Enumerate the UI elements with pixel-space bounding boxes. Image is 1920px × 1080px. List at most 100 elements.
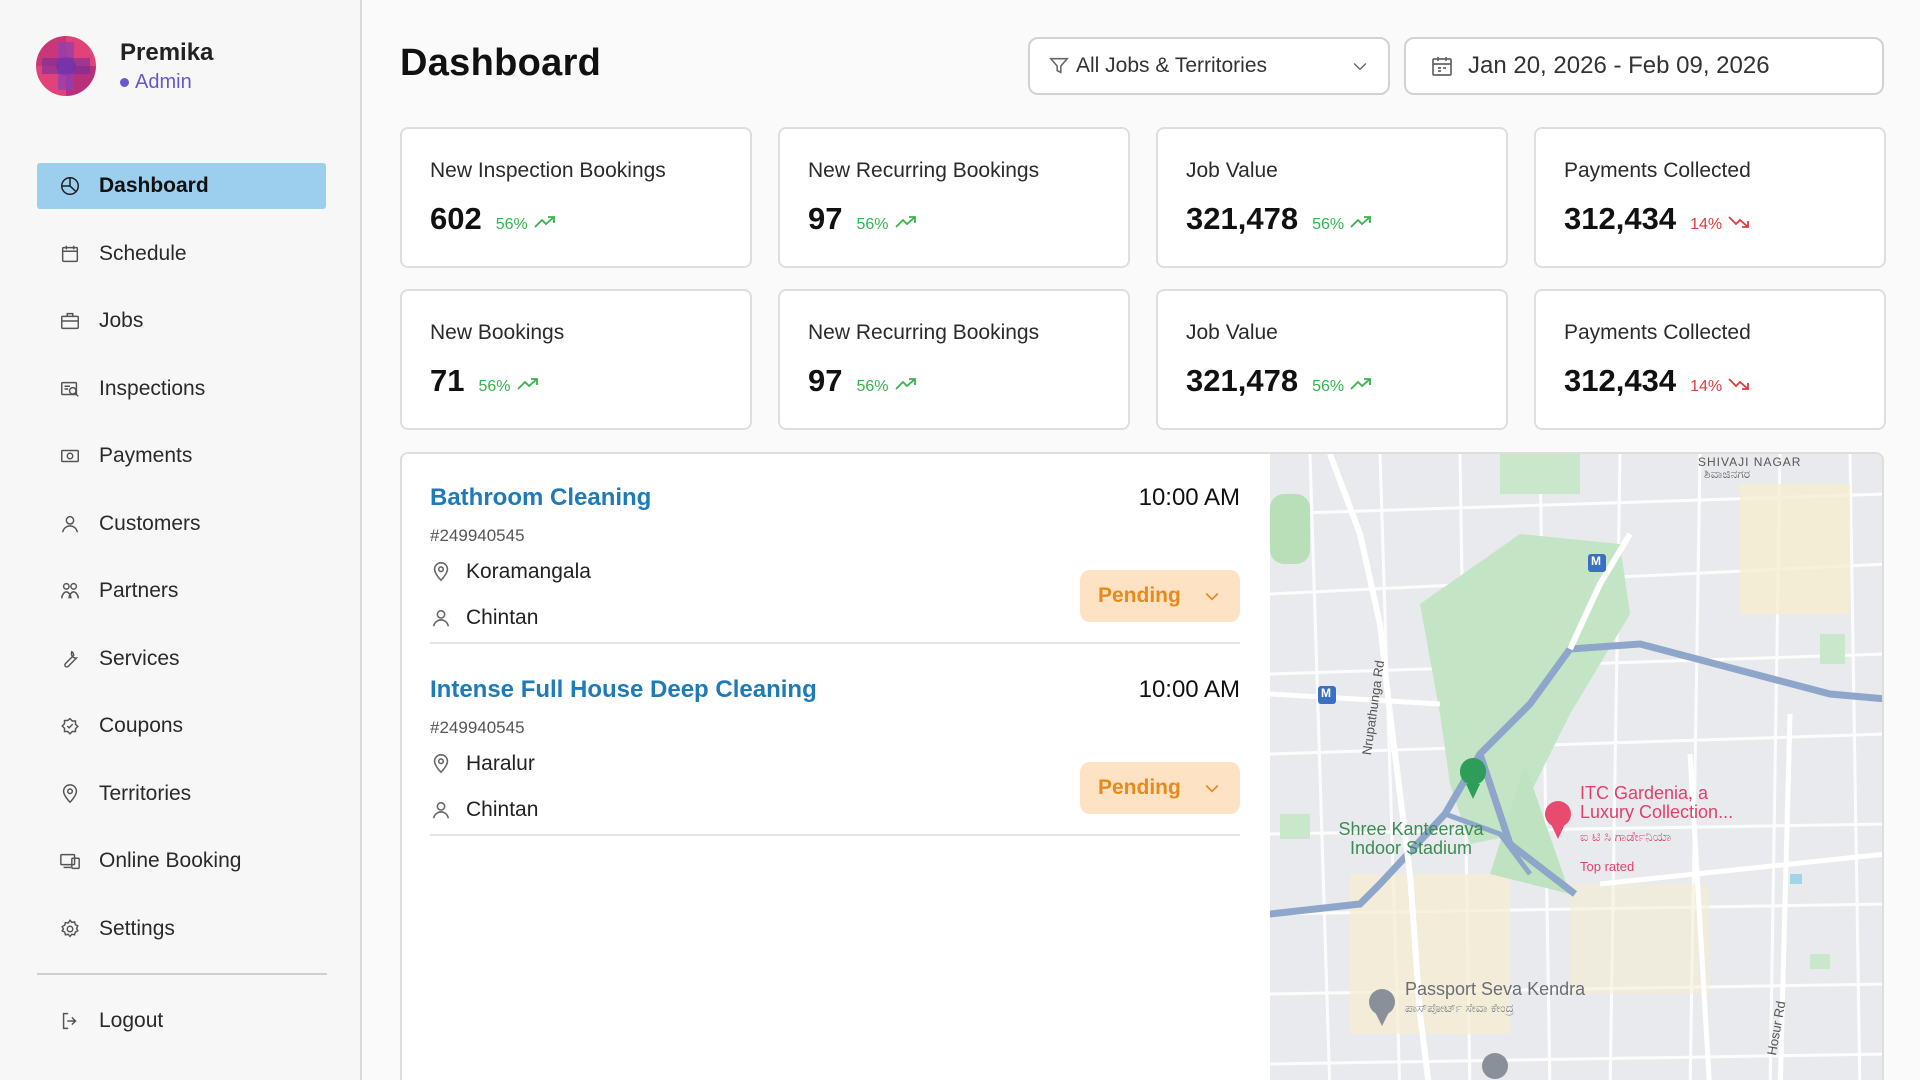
stat-label: New Inspection Bookings xyxy=(430,159,666,182)
payments-icon xyxy=(59,445,81,467)
metro-icon: M xyxy=(1321,686,1331,700)
stat-value: 71 xyxy=(430,363,465,398)
sidebar-item-label: Payments xyxy=(99,444,193,467)
stat-label: New Recurring Bookings xyxy=(808,159,1040,182)
sidebar-item-inspections[interactable]: Inspections xyxy=(37,366,326,412)
stat-label: Payments Collected xyxy=(1564,321,1751,344)
stat-change: 14% xyxy=(1690,216,1723,233)
stat-card[interactable]: Payments Collected 312,434 14% xyxy=(1534,127,1886,268)
job-location: Haralur xyxy=(430,752,535,776)
location-icon xyxy=(433,754,449,774)
sidebar-item-jobs[interactable]: Jobs xyxy=(37,298,326,344)
job-location: Koramangala xyxy=(430,560,591,584)
stat-change: 14% xyxy=(1690,378,1723,395)
partners-icon xyxy=(59,580,81,602)
jobs-map[interactable]: SHIVAJI NAGAR ಶಿವಾಜಿನಗರ M M Nrupathunga … xyxy=(1270,454,1882,1080)
logout-button[interactable]: Logout xyxy=(37,998,326,1044)
sidebar-item-settings[interactable]: Settings xyxy=(37,906,326,952)
user-icon xyxy=(59,513,81,535)
trend-up-icon xyxy=(534,216,555,228)
sidebar-item-partners[interactable]: Partners xyxy=(37,568,326,614)
job-location-label: Haralur xyxy=(466,752,535,775)
stat-card[interactable]: New Recurring Bookings 97 56% xyxy=(778,127,1130,268)
map-label-area: SHIVAJI NAGAR xyxy=(1698,455,1802,469)
map-label-hotel: ITC Gardenia, a Luxury Collection... xyxy=(1580,783,1734,822)
chevron-down-icon xyxy=(1205,784,1219,793)
sidebar-item-label: Partners xyxy=(99,579,179,602)
sidebar-item-label: Settings xyxy=(99,916,175,940)
status-dropdown[interactable]: Pending xyxy=(1080,570,1240,622)
user-role: Admin xyxy=(120,71,213,94)
sidebar-item-label: Inspections xyxy=(99,376,206,400)
trend-down-icon xyxy=(1728,378,1749,390)
job-time: 10:00 AM xyxy=(1138,676,1240,703)
sidebar-item-label: Schedule xyxy=(99,241,187,265)
job-title[interactable]: Intense Full House Deep Cleaning xyxy=(430,676,817,703)
stat-change: 56% xyxy=(856,216,889,233)
job-location-label: Koramangala xyxy=(466,560,591,583)
stat-card[interactable]: New Bookings 71 56% xyxy=(400,289,752,430)
stat-value: 312,434 xyxy=(1564,363,1677,398)
sidebar-item-payments[interactable]: Payments xyxy=(37,433,326,479)
sidebar-item-coupons[interactable]: Coupons xyxy=(37,703,326,749)
chevron-down-icon xyxy=(1205,592,1219,601)
map-label-area-kn: ಶಿವಾಜಿನಗರ xyxy=(1704,467,1751,481)
trend-up-icon xyxy=(1350,378,1371,390)
date-range-picker[interactable]: Jan 20, 2026 - Feb 09, 2026 xyxy=(1404,37,1884,95)
stat-change: 56% xyxy=(856,378,889,395)
map-label-hotel-note: Top rated xyxy=(1580,859,1635,874)
trend-up-icon xyxy=(894,378,916,390)
sidebar-item-schedule[interactable]: Schedule xyxy=(37,231,326,277)
user-role-label: Admin xyxy=(135,70,192,93)
map-canvas xyxy=(1270,454,1882,1080)
online-booking-icon xyxy=(59,850,81,872)
gear-icon xyxy=(59,918,81,940)
stat-card[interactable]: New Recurring Bookings 97 56% xyxy=(778,289,1130,430)
sidebar-item-dashboard[interactable]: Dashboard xyxy=(37,163,326,209)
stat-card[interactable]: New Inspection Bookings 602 56% xyxy=(400,127,752,268)
user-name: Premika xyxy=(120,38,214,66)
jobs-territories-filter[interactable]: All Jobs & Territories xyxy=(1028,37,1390,95)
job-title[interactable]: Bathroom Cleaning xyxy=(430,484,652,511)
status-dropdown[interactable]: Pending xyxy=(1080,762,1240,814)
calendar-icon xyxy=(1432,57,1452,76)
stat-value: 312,434 xyxy=(1564,201,1677,236)
job-card[interactable]: Intense Full House Deep Cleaning 10:00 A… xyxy=(430,646,1240,836)
metro-icon: M xyxy=(1591,554,1601,568)
trend-up-icon xyxy=(516,378,538,390)
sidebar-nav: Dashboard Schedule Jobs Inspections Paym… xyxy=(37,163,326,973)
sidebar-item-label: Coupons xyxy=(99,714,184,737)
sidebar-item-services[interactable]: Services xyxy=(37,636,326,682)
stat-card[interactable]: Payments Collected 312,434 14% xyxy=(1534,289,1886,430)
user-icon xyxy=(432,609,450,627)
stat-label: Payments Collected xyxy=(1564,159,1751,182)
trend-up-icon xyxy=(1350,216,1371,228)
job-customer-label: Chintan xyxy=(466,798,539,821)
filter-icon xyxy=(1049,57,1069,74)
sidebar-item-online-booking[interactable]: Online Booking xyxy=(37,838,326,884)
avatar xyxy=(36,36,96,96)
user-profile[interactable]: Premika Admin xyxy=(36,36,213,96)
wrench-icon xyxy=(59,648,81,670)
status-label: Pending xyxy=(1098,776,1181,799)
stat-value: 602 xyxy=(430,201,482,236)
sidebar-item-customers[interactable]: Customers xyxy=(37,501,326,547)
date-range-value: Jan 20, 2026 - Feb 09, 2026 xyxy=(1468,52,1770,79)
job-card[interactable]: Bathroom Cleaning 10:00 AM #249940545 Ko… xyxy=(430,454,1240,644)
stat-card[interactable]: Job Value 321,478 56% xyxy=(1156,289,1508,430)
sidebar-item-label: Online Booking xyxy=(99,849,242,872)
status-label: Pending xyxy=(1098,584,1181,607)
job-customer: Chintan xyxy=(430,798,538,822)
page-title: Dashboard xyxy=(400,42,602,84)
sidebar: Premika Admin Dashboard Schedule Jobs In… xyxy=(0,0,362,1080)
user-icon xyxy=(432,801,450,819)
stat-change: 56% xyxy=(1312,216,1345,233)
briefcase-icon xyxy=(59,310,81,332)
sidebar-item-label: Dashboard xyxy=(99,174,209,197)
stat-card[interactable]: Job Value 321,478 56% xyxy=(1156,127,1508,268)
stat-label: Job Value xyxy=(1186,321,1278,344)
sidebar-item-territories[interactable]: Territories xyxy=(37,771,326,817)
stat-label: New Recurring Bookings xyxy=(808,321,1040,344)
stat-value: 97 xyxy=(808,363,843,398)
sidebar-item-label: Territories xyxy=(99,781,192,805)
